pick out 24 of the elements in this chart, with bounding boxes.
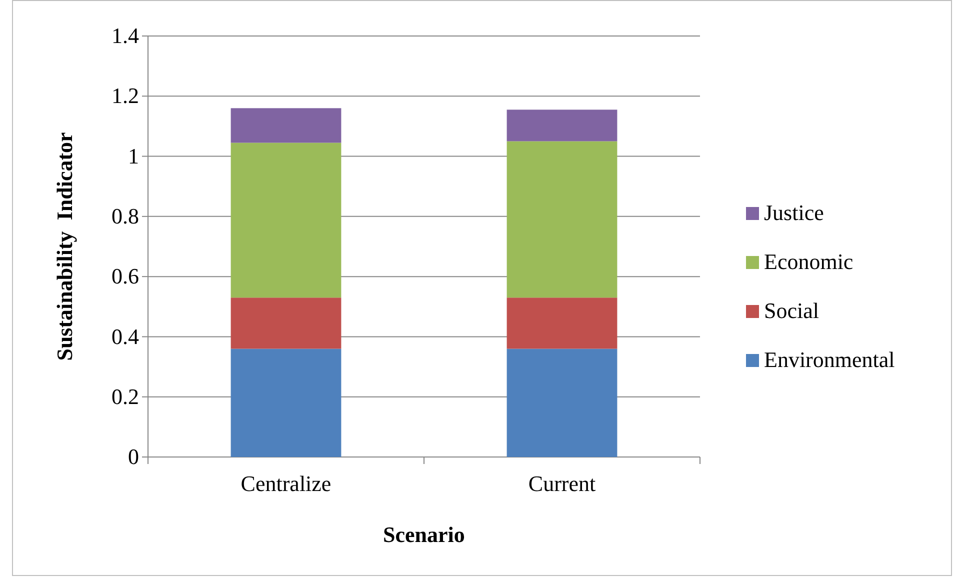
y-tick-label: 0.6 xyxy=(112,264,139,289)
legend-label: Justice xyxy=(764,200,824,225)
bar xyxy=(230,298,342,349)
bar xyxy=(506,348,618,457)
bar xyxy=(230,348,342,457)
y-tick-label: 1.2 xyxy=(112,83,139,108)
legend-label: Environmental xyxy=(764,347,895,372)
bar xyxy=(230,108,342,143)
x-axis-title: Scenario xyxy=(383,522,465,547)
bar xyxy=(506,141,618,298)
y-tick-label: 0.2 xyxy=(112,384,139,409)
bar xyxy=(506,110,618,142)
bar xyxy=(506,298,618,349)
bar xyxy=(230,142,342,298)
y-tick-label: 1.4 xyxy=(112,23,139,48)
legend-label: Social xyxy=(764,298,819,323)
y-tick-label: 1 xyxy=(128,143,139,168)
y-axis-title: Sustainability Indicator xyxy=(52,132,77,361)
x-tick-label: Current xyxy=(528,470,596,496)
legend-label: Economic xyxy=(764,249,854,274)
y-tick-label: 0.4 xyxy=(112,324,139,349)
y-tick-label: 0 xyxy=(128,444,139,470)
y-tick-label: 0.8 xyxy=(112,203,139,228)
x-tick-label: Centralize xyxy=(240,470,332,496)
